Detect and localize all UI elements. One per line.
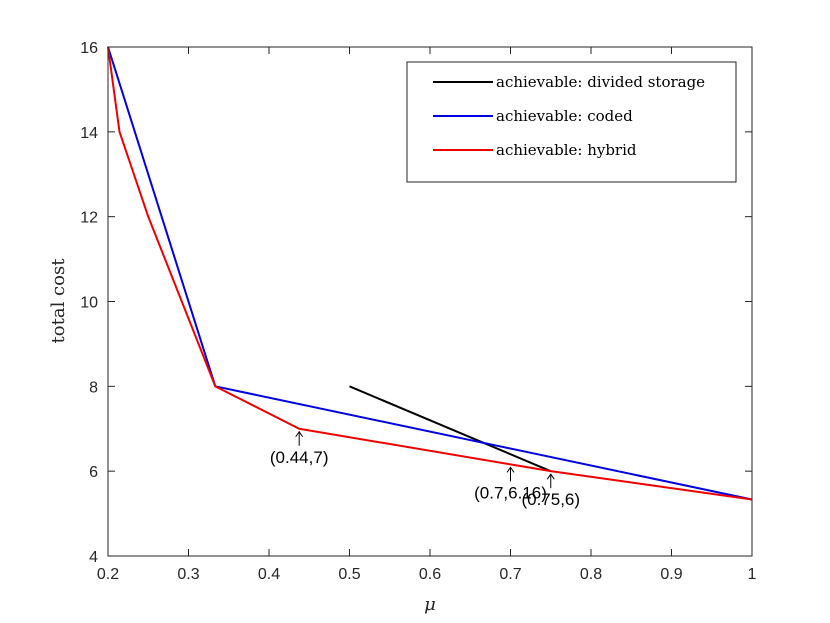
x-tick-label: 0.9 xyxy=(660,566,682,583)
x-tick-label: 0.6 xyxy=(419,566,441,583)
y-tick-label: 8 xyxy=(89,379,98,396)
legend-label-0: achievable: divided storage xyxy=(496,73,705,91)
series-line-0 xyxy=(349,385,552,473)
x-axis-label: μ xyxy=(424,594,436,615)
annotation-label: (0.44,7) xyxy=(270,448,329,467)
x-tick-label: 0.2 xyxy=(97,566,119,583)
x-tick-label: 0.8 xyxy=(580,566,602,583)
annotation-arrowhead xyxy=(295,430,304,438)
annotation-arrowhead xyxy=(506,466,515,473)
legend-label-2: achievable: hybrid xyxy=(496,141,637,159)
annotation-arrowhead xyxy=(546,473,555,480)
legend-label-1: achievable: coded xyxy=(496,107,633,125)
legend: achievable: divided storage achievable: c… xyxy=(406,61,737,183)
x-tick-label: 0.7 xyxy=(499,566,521,583)
annotation-1: (0.7,6.16) xyxy=(474,466,547,502)
y-axis-label: total cost xyxy=(48,258,69,344)
y-tick-label: 4 xyxy=(89,549,98,566)
series-layer xyxy=(107,46,753,501)
annotation-layer: (0.44,7) (0.7,6.16)(0.75,6) xyxy=(270,430,580,509)
annotation-label: (0.75,6) xyxy=(521,490,580,509)
y-tick-label: 14 xyxy=(80,125,98,142)
annotation-label: (0.7,6.16) xyxy=(474,483,547,502)
y-tick-label: 16 xyxy=(80,40,98,57)
x-tick-label: 0.5 xyxy=(338,566,360,583)
x-tick-label: 0.4 xyxy=(258,566,280,583)
annotation-2: (0.75,6) xyxy=(521,473,580,509)
series-line-2 xyxy=(107,46,753,501)
x-tick-label: 0.3 xyxy=(177,566,199,583)
x-tick-label: 1 xyxy=(748,566,757,583)
annotation-0: (0.44,7) xyxy=(270,430,329,467)
y-tick-label: 10 xyxy=(80,295,98,312)
y-tick-label: 6 xyxy=(89,464,98,481)
y-tick-label: 12 xyxy=(80,210,98,227)
